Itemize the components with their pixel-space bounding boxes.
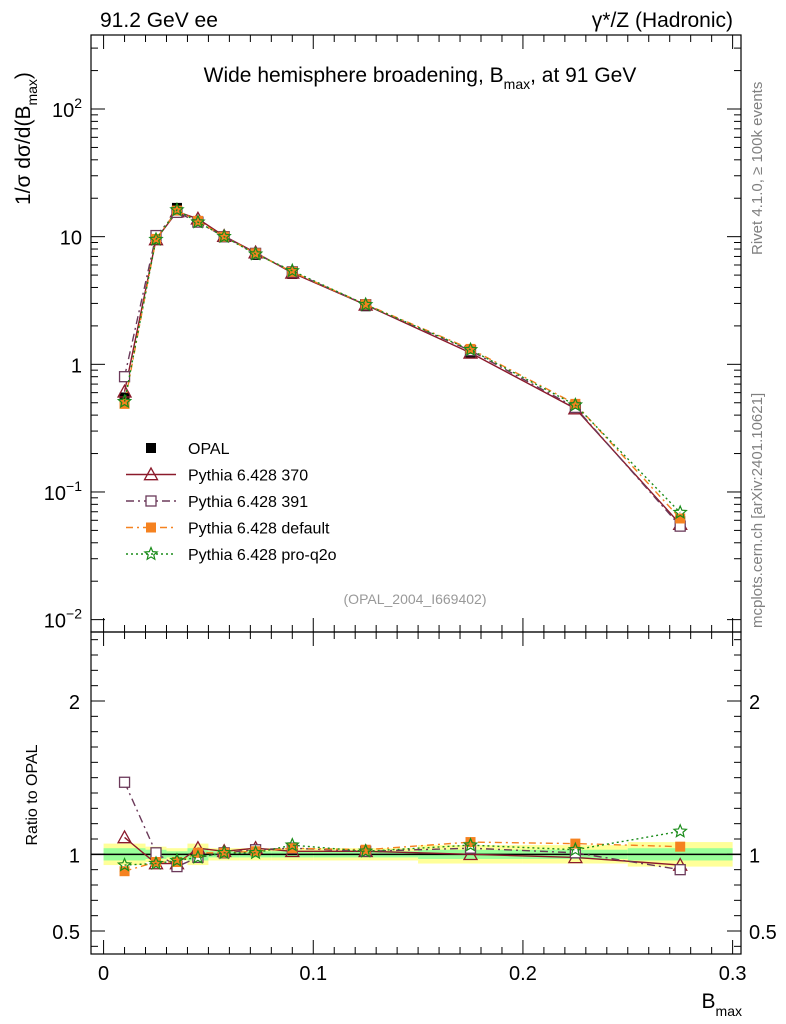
data-point xyxy=(284,262,300,278)
ratio-point xyxy=(190,849,206,864)
ratio-series-pythia-6-428-pro-q2o xyxy=(116,823,688,872)
ratio-y-tick-label: 0.5 xyxy=(52,922,80,944)
ratio-point xyxy=(216,844,232,860)
y-tick-label: 10−1 xyxy=(44,478,82,505)
ratio-line xyxy=(124,830,681,866)
header-left: 91.2 GeV ee xyxy=(100,9,218,32)
ratio-ticks: 0.5 0.5 1 1 2 2 0 0.1 0.2 0.3 xyxy=(52,632,777,985)
legend-marker xyxy=(145,495,157,507)
data-point xyxy=(672,504,688,520)
data-point xyxy=(287,266,298,277)
main-panel: 10−2 10−1 1 10 102 Wide hemisphere broadenin… xyxy=(12,34,742,633)
ratio-point xyxy=(465,837,476,848)
ratio-y-tick-label: 2 xyxy=(69,692,80,714)
ratio-point xyxy=(119,866,130,877)
legend-label: Pythia 6.428 pro-q2o xyxy=(188,547,337,564)
legend-marker xyxy=(143,466,159,481)
ratio-point xyxy=(169,852,185,867)
ratio-point xyxy=(462,837,479,852)
legend-label: OPAL xyxy=(188,441,230,458)
legend-item: Pythia 6.428 391 xyxy=(126,494,308,511)
data-point xyxy=(675,513,686,524)
legend-marker xyxy=(146,443,156,453)
analysis-tag: (OPAL_2004_I669402) xyxy=(344,591,487,607)
legend-item: Pythia 6.428 370 xyxy=(126,466,308,485)
legend-marker xyxy=(146,522,156,533)
data-point xyxy=(192,215,203,226)
ratio-point xyxy=(250,846,261,857)
legend-label: Pythia 6.428 391 xyxy=(188,494,308,511)
main-frame xyxy=(90,34,742,633)
header-right: γ*/Z (Hadronic) xyxy=(592,9,733,32)
data-point xyxy=(190,214,206,229)
ratio-point xyxy=(247,844,264,860)
ratio-point xyxy=(674,864,686,876)
data-point xyxy=(462,341,479,357)
x-tick-label: 0.2 xyxy=(509,963,537,985)
ratio-y-tick-label-right: 1 xyxy=(749,845,760,867)
data-point xyxy=(570,398,581,409)
ratio-point xyxy=(360,844,371,855)
data-point xyxy=(247,246,264,261)
y-tick-label: 10 xyxy=(60,228,82,250)
ratio-point xyxy=(116,829,133,844)
ratio-panel: 0.5 0.5 1 1 2 2 0 0.1 0.2 0.3 Ratio to OPAL Bmax xyxy=(24,631,777,1019)
ratio-point xyxy=(284,837,300,852)
y-tick-label: 10−2 xyxy=(44,606,82,633)
mcplots-label: mcplots.cern.ch [arXiv:2401.10621] xyxy=(749,393,766,628)
data-point xyxy=(465,343,476,354)
legend-item: Pythia 6.428 default xyxy=(126,521,330,538)
legend: OPAL Pythia 6.428 370 Pythia 6.428 391 Pyth… xyxy=(126,441,337,564)
chart-title: Wide hemisphere broadening, Bmax, at 91 … xyxy=(204,64,637,92)
ratio-point xyxy=(116,857,133,872)
main-series xyxy=(116,201,688,532)
data-point xyxy=(169,201,185,217)
x-axis-label: Bmax xyxy=(702,990,742,1019)
data-point xyxy=(116,383,133,398)
data-point xyxy=(567,396,584,412)
y-axis-label: 1/σ dσ/d(Bmax) xyxy=(12,72,40,205)
ratio-point xyxy=(358,843,374,858)
ratio-point xyxy=(171,857,182,867)
rivet-label: Rivet 4.1.0, ≥ 100k events xyxy=(749,82,766,255)
ratio-point xyxy=(151,857,161,867)
data-point xyxy=(116,393,133,409)
ratio-point xyxy=(148,855,164,871)
x-tick-label: 0 xyxy=(98,963,109,985)
main-ticks: 10−2 10−1 1 10 102 xyxy=(44,35,741,633)
y-tick-label: 102 xyxy=(52,95,82,122)
ratio-point xyxy=(675,841,686,852)
ratio-frame xyxy=(90,631,742,955)
ratio-point xyxy=(567,841,584,857)
data-point xyxy=(216,228,232,244)
ratio-y-tick-label-right: 2 xyxy=(749,692,760,714)
legend-item: OPAL xyxy=(146,441,230,458)
ratio-y-tick-label: 1 xyxy=(69,845,80,867)
ratio-series xyxy=(116,776,688,877)
data-point xyxy=(358,296,374,312)
series-pythia-6-428-pro-q2o xyxy=(116,201,688,520)
ratio-point xyxy=(118,776,131,788)
ratio-point xyxy=(192,847,203,858)
x-tick-label: 0.1 xyxy=(299,963,327,985)
ratio-point xyxy=(672,823,688,838)
y-tick-label: 1 xyxy=(71,355,82,377)
series-line xyxy=(123,208,681,514)
x-tick-label: 0.3 xyxy=(719,963,747,985)
data-point xyxy=(360,299,371,310)
data-point xyxy=(148,231,164,247)
legend-marker xyxy=(143,545,159,561)
legend-item: Pythia 6.428 pro-q2o xyxy=(126,545,337,564)
ratio-y-label: Ratio to OPAL xyxy=(24,744,41,845)
legend-label: Pythia 6.428 default xyxy=(188,521,330,538)
legend-label: Pythia 6.428 370 xyxy=(188,468,308,485)
data-point xyxy=(119,398,130,409)
ratio-y-tick-label-right: 0.5 xyxy=(749,922,777,944)
